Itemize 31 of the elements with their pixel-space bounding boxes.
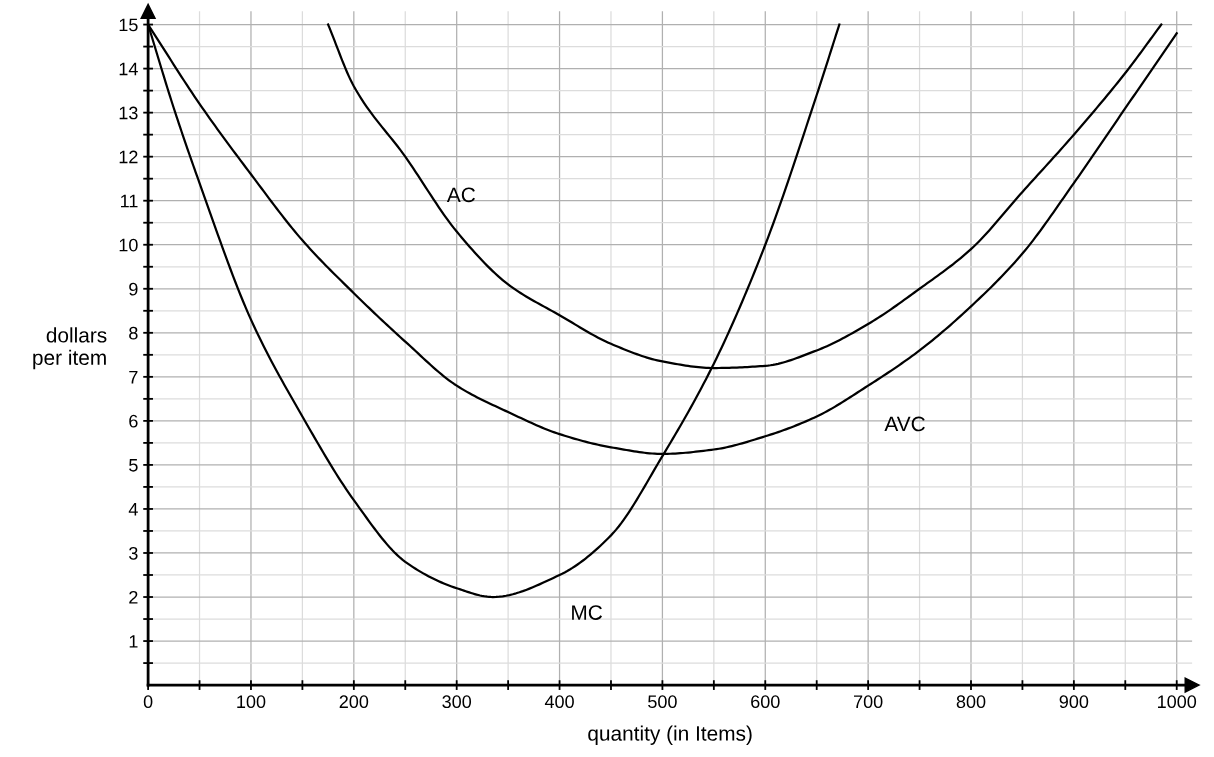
y-tick-label: 11	[121, 194, 138, 208]
y-tick-label: 9	[129, 282, 138, 296]
x-tick-label: 700	[854, 695, 883, 709]
x-tick-label: 200	[339, 695, 369, 709]
y-tick-label: 14	[119, 62, 138, 76]
y-tick-label: 6	[129, 414, 138, 428]
y-tick-label: 5	[129, 459, 138, 472]
y-tick-label: 1	[129, 635, 138, 648]
y-tick-label: 12	[119, 150, 138, 164]
x-tick-label: 900	[1059, 695, 1089, 709]
y-tick-label: 4	[128, 503, 138, 516]
series-label: AC	[446, 187, 475, 203]
x-axis-title: quantity (in Items)	[588, 725, 752, 745]
x-tick-label: 0	[143, 695, 153, 709]
y-axis-title: dollars per item	[33, 327, 107, 370]
x-tick-label: 600	[751, 695, 780, 709]
x-tick-label: 300	[442, 695, 472, 709]
y-tick-label: 8	[129, 326, 138, 340]
y-tick-label: 13	[119, 106, 138, 120]
x-tick-label: 800	[956, 695, 986, 709]
y-tick-label: 10	[119, 238, 138, 252]
x-tick-label: 400	[544, 695, 574, 709]
y-tick-label: 3	[129, 546, 138, 560]
y-tick-label: 7	[129, 370, 138, 384]
series-label: MC	[572, 605, 603, 620]
x-tick-label: 500	[648, 695, 677, 709]
x-tick-label: 1000	[1158, 695, 1197, 709]
series-label: AVC	[884, 416, 925, 432]
y-tick-label: 2	[129, 590, 138, 604]
x-tick-label: 100	[237, 695, 266, 709]
y-tick-label: 15	[119, 18, 138, 32]
